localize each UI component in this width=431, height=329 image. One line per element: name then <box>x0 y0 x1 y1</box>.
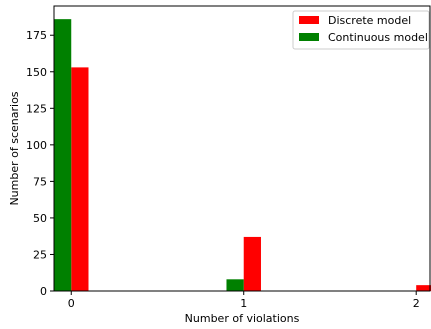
bar-discrete-2 <box>416 285 431 291</box>
y-tick-label: 50 <box>33 212 47 225</box>
legend-swatch-continuous <box>299 33 319 41</box>
bar-discrete-1 <box>243 236 261 291</box>
x-tick-label: 2 <box>413 297 420 310</box>
legend-swatch-discrete <box>299 16 319 24</box>
bar-discrete-0 <box>71 67 89 291</box>
x-ticks: 0 1 2 <box>68 291 420 310</box>
legend-box <box>292 10 430 50</box>
y-ticks: 0 25 50 75 100 125 150 175 <box>26 29 54 298</box>
x-tick-label: 0 <box>68 297 75 310</box>
legend: Discrete model Continuous model <box>292 10 430 50</box>
legend-label-discrete: Discrete model <box>328 14 411 27</box>
x-tick-label: 1 <box>240 297 247 310</box>
y-tick-label: 100 <box>26 139 47 152</box>
x-axis-label: Number of violations <box>185 312 300 325</box>
plot-frame <box>53 5 431 292</box>
y-tick-label: 25 <box>33 248 47 261</box>
y-tick-label: 150 <box>26 66 47 79</box>
y-tick-label: 125 <box>26 102 47 115</box>
legend-label-continuous: Continuous model <box>328 31 428 44</box>
bar-continuous-1 <box>226 279 244 291</box>
y-axis-label: Number of scenarios <box>8 91 21 205</box>
y-tick-label: 175 <box>26 29 47 42</box>
y-tick-label: 0 <box>40 285 47 298</box>
bars-layer <box>54 19 431 292</box>
y-tick-label: 75 <box>33 175 47 188</box>
bar-continuous-0 <box>54 19 72 292</box>
